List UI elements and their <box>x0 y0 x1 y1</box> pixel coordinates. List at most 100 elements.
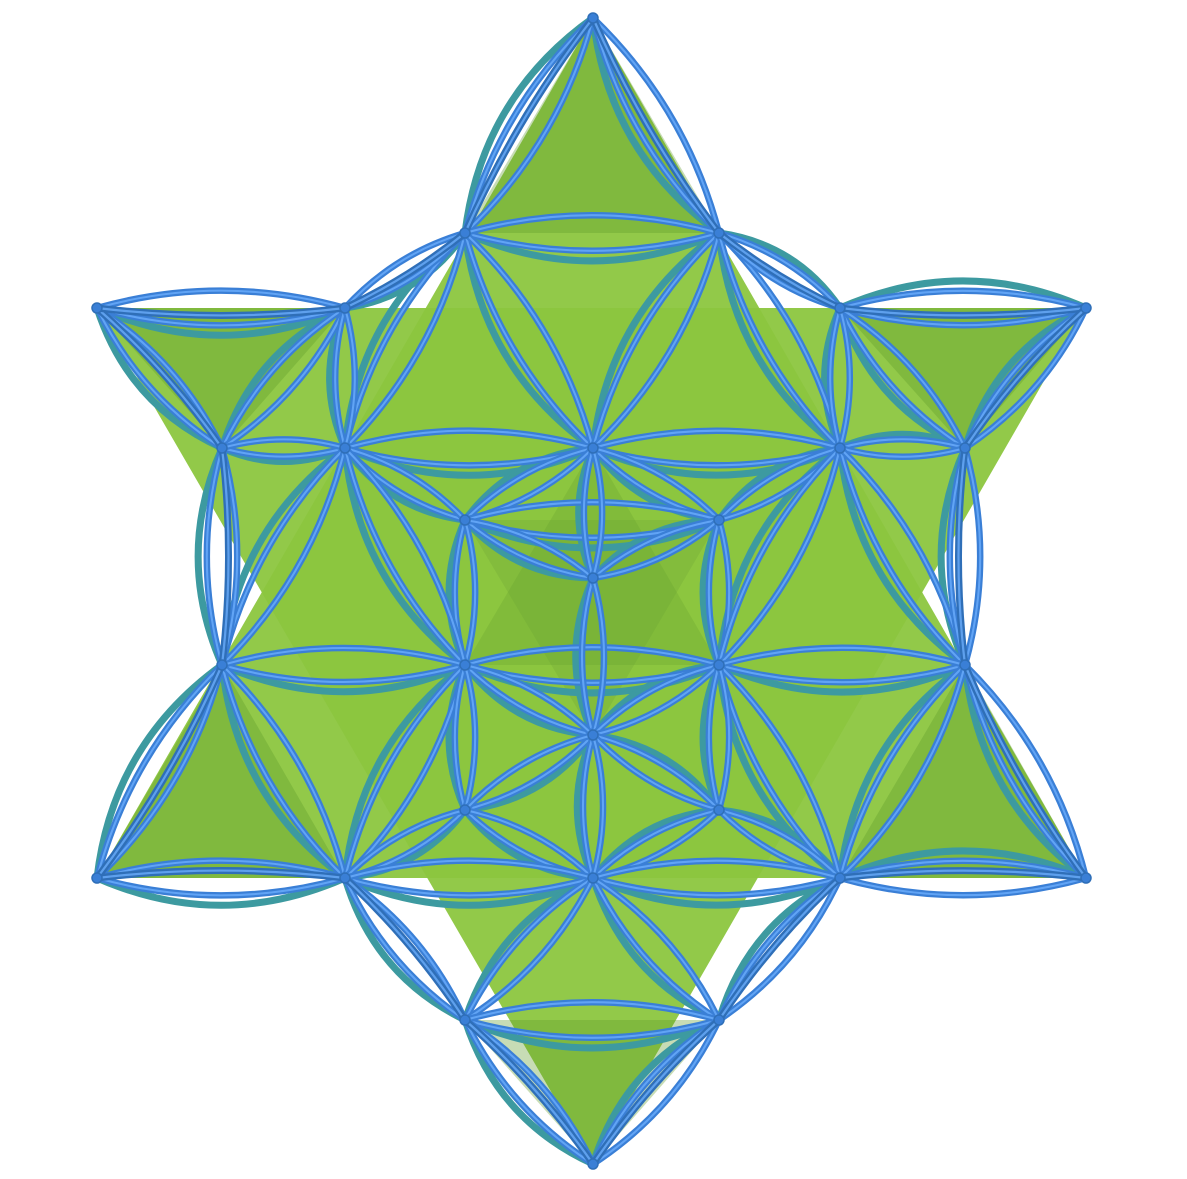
front-arc-b-58-highlight <box>591 876 721 1022</box>
front-arc-b-13-highlight <box>963 306 1088 450</box>
front-arc-a-7-highlight <box>95 306 347 327</box>
front-arc-b-65-highlight <box>343 231 467 310</box>
front-arc-a-39-highlight <box>220 663 347 880</box>
back-arc-0-highlight <box>463 16 595 235</box>
back-arc-34-highlight <box>717 663 967 694</box>
back-arc-39-highlight <box>220 663 347 880</box>
front-arc-a-25-highlight <box>591 518 721 580</box>
front-arc-a-38-highlight <box>95 663 224 880</box>
front-arc-a-2-highlight <box>463 231 721 252</box>
outer-edge-15-highlight <box>95 306 224 450</box>
front-arc-b-2-highlight <box>463 214 721 235</box>
outer-edge-13-highlight <box>95 663 224 880</box>
front-arc-b-51-highlight <box>591 733 721 812</box>
outer-edge-16-highlight <box>95 306 347 317</box>
front-arc-a-63-highlight <box>582 733 595 880</box>
front-arc-a-20-highlight <box>463 446 595 522</box>
front-arc-b-46-highlight <box>838 876 1088 897</box>
outer-edge-7-highlight <box>838 869 1088 880</box>
front-arc-a-68-highlight <box>948 446 967 667</box>
front-arc-b-42-highlight <box>463 663 477 812</box>
joint-node <box>459 227 471 239</box>
lower-right-facet <box>840 665 1086 878</box>
front-arc-a-50-highlight <box>463 733 595 812</box>
joint-node <box>216 659 228 671</box>
joint-node <box>587 872 599 884</box>
joint-node <box>339 442 351 454</box>
back-arc-41-highlight <box>343 663 467 880</box>
back-arc-55-highlight <box>591 876 842 907</box>
front-arc-b-60-highlight <box>463 1001 721 1022</box>
front-arc-b-0-highlight <box>463 16 595 235</box>
back-arc-54-highlight <box>343 876 595 907</box>
front-arc-b-14-highlight <box>838 306 967 450</box>
joint-node <box>834 302 846 314</box>
front-arc-b-33-highlight <box>463 646 721 667</box>
front-arc-b-28-highlight <box>220 446 347 667</box>
front-arc-lattice <box>91 12 1092 1170</box>
front-arc-b-12-highlight <box>838 306 1088 327</box>
front-arc-a-54-highlight <box>343 876 595 897</box>
front-arc-a-24-highlight <box>463 518 595 580</box>
outer-edge-5-highlight <box>957 446 967 667</box>
outer-edge-2-highlight <box>717 231 842 310</box>
front-arc-a-55-highlight <box>591 876 842 897</box>
front-arc-b-47-highlight <box>717 663 842 880</box>
front-arc-a-31-highlight <box>838 446 967 667</box>
front-arc-b-3-highlight <box>343 231 467 450</box>
joint-node <box>91 302 103 314</box>
outer-edge-9-highlight <box>591 1018 721 1166</box>
joint-node <box>713 1014 725 1026</box>
front-arc-a-29-highlight <box>343 446 467 667</box>
joint-node <box>713 227 725 239</box>
front-arc-a-35-highlight <box>581 576 595 737</box>
front-arc-a-10-highlight <box>334 306 347 450</box>
front-arc-a-8-highlight <box>95 306 224 450</box>
joint-node <box>587 729 599 741</box>
center-facet-2 <box>465 448 719 665</box>
front-arc-b-38-highlight <box>95 663 224 880</box>
front-arc-a-15-highlight <box>829 306 842 450</box>
front-arc-a-41-highlight <box>343 663 467 880</box>
front-arc-a-30-highlight <box>717 446 842 667</box>
front-arc-b-9-highlight <box>220 306 347 450</box>
joint-node <box>834 442 846 454</box>
front-arc-b-68-highlight <box>963 446 982 667</box>
front-arc-b-4-highlight <box>463 231 595 450</box>
outer-edge-3-highlight <box>838 306 1088 317</box>
back-arc-67-highlight <box>197 446 224 667</box>
outer-edge-4-highlight <box>963 306 1088 450</box>
front-arc-b-18-highlight <box>591 429 842 450</box>
back-arc-45-highlight <box>838 663 967 880</box>
joint-node <box>713 514 725 526</box>
front-arc-b-29-highlight <box>343 446 467 667</box>
front-arc-a-57-highlight <box>463 876 595 1022</box>
front-arc-a-53-highlight <box>591 808 721 880</box>
front-arc-b-48-highlight <box>717 663 731 812</box>
front-arc-a-16-highlight <box>838 438 967 450</box>
front-arc-b-16-highlight <box>838 446 967 458</box>
outer-edge-6-highlight <box>963 663 1088 880</box>
joint-node <box>587 12 599 24</box>
lower-left-facet <box>97 665 345 878</box>
front-arc-b-64-highlight <box>591 446 604 580</box>
front-arc-b-52-highlight <box>463 808 595 880</box>
front-arc-a-32-highlight <box>220 663 467 684</box>
front-arc-b-24-highlight <box>463 518 595 580</box>
front-arc-b-17-highlight <box>343 429 595 450</box>
front-arc-a-64-highlight <box>582 446 595 580</box>
joint-node <box>459 804 471 816</box>
back-arc-6-highlight <box>717 231 842 450</box>
front-arc-a-1-highlight <box>591 16 721 235</box>
front-arc-a-5-highlight <box>591 231 721 450</box>
front-arc-a-56-highlight <box>343 876 467 1022</box>
front-arc-b-45-highlight <box>838 663 967 880</box>
joint-node <box>587 572 599 584</box>
front-arc-b-10-highlight <box>343 306 356 450</box>
front-arc-a-58-highlight <box>591 876 721 1022</box>
back-arc-29-highlight <box>343 446 467 667</box>
front-arc-b-30-highlight <box>717 446 842 667</box>
back-arc-60-highlight <box>463 1018 721 1049</box>
front-arc-b-50-highlight <box>463 733 595 812</box>
